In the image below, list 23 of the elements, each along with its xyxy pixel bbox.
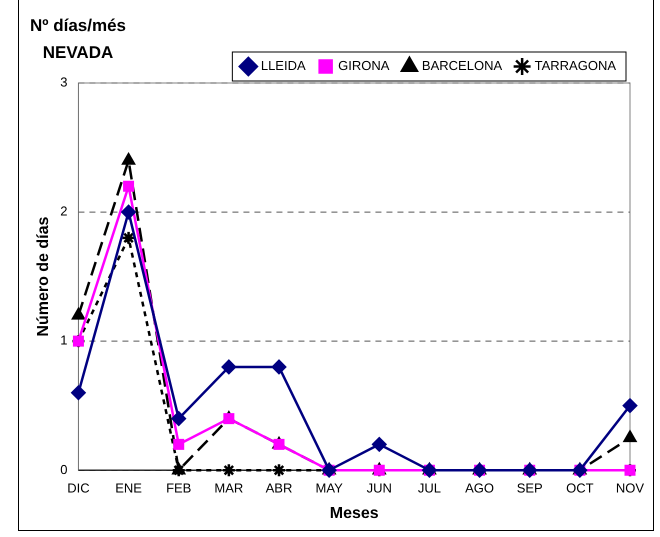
legend-label: LLEIDA xyxy=(260,58,306,74)
x-tick-label: FEB xyxy=(166,480,192,496)
y-tick-label: 3 xyxy=(60,74,68,90)
x-tick-label: OCT xyxy=(566,480,594,496)
x-tick-label: SEP xyxy=(516,480,543,496)
x-tick-label: ABR xyxy=(266,480,292,496)
legend-label: GIRONA xyxy=(338,58,390,74)
x-tick-label: JUL xyxy=(418,480,441,496)
y-axis-title: Número de días xyxy=(35,216,52,337)
y-tick-label: 2 xyxy=(60,204,68,219)
x-tick-label: MAR xyxy=(214,480,244,496)
x-tick-label: NOV xyxy=(616,480,644,496)
legend-label: BARCELONA xyxy=(422,58,502,74)
x-tick-label: ENE xyxy=(115,480,142,496)
x-tick-label: JUN xyxy=(366,480,392,496)
y-tick-label: 1 xyxy=(60,332,68,348)
x-tick-label: MAY xyxy=(316,480,344,496)
y-tick-label: 0 xyxy=(60,462,68,477)
chart-title: Nº días/més NEVADA xyxy=(30,15,126,64)
x-axis-title: Meses xyxy=(330,504,379,522)
legend-label: TARRAGONA xyxy=(534,58,616,74)
x-tick-label: DIC xyxy=(67,480,90,496)
x-tick-label: AGO xyxy=(465,480,494,496)
